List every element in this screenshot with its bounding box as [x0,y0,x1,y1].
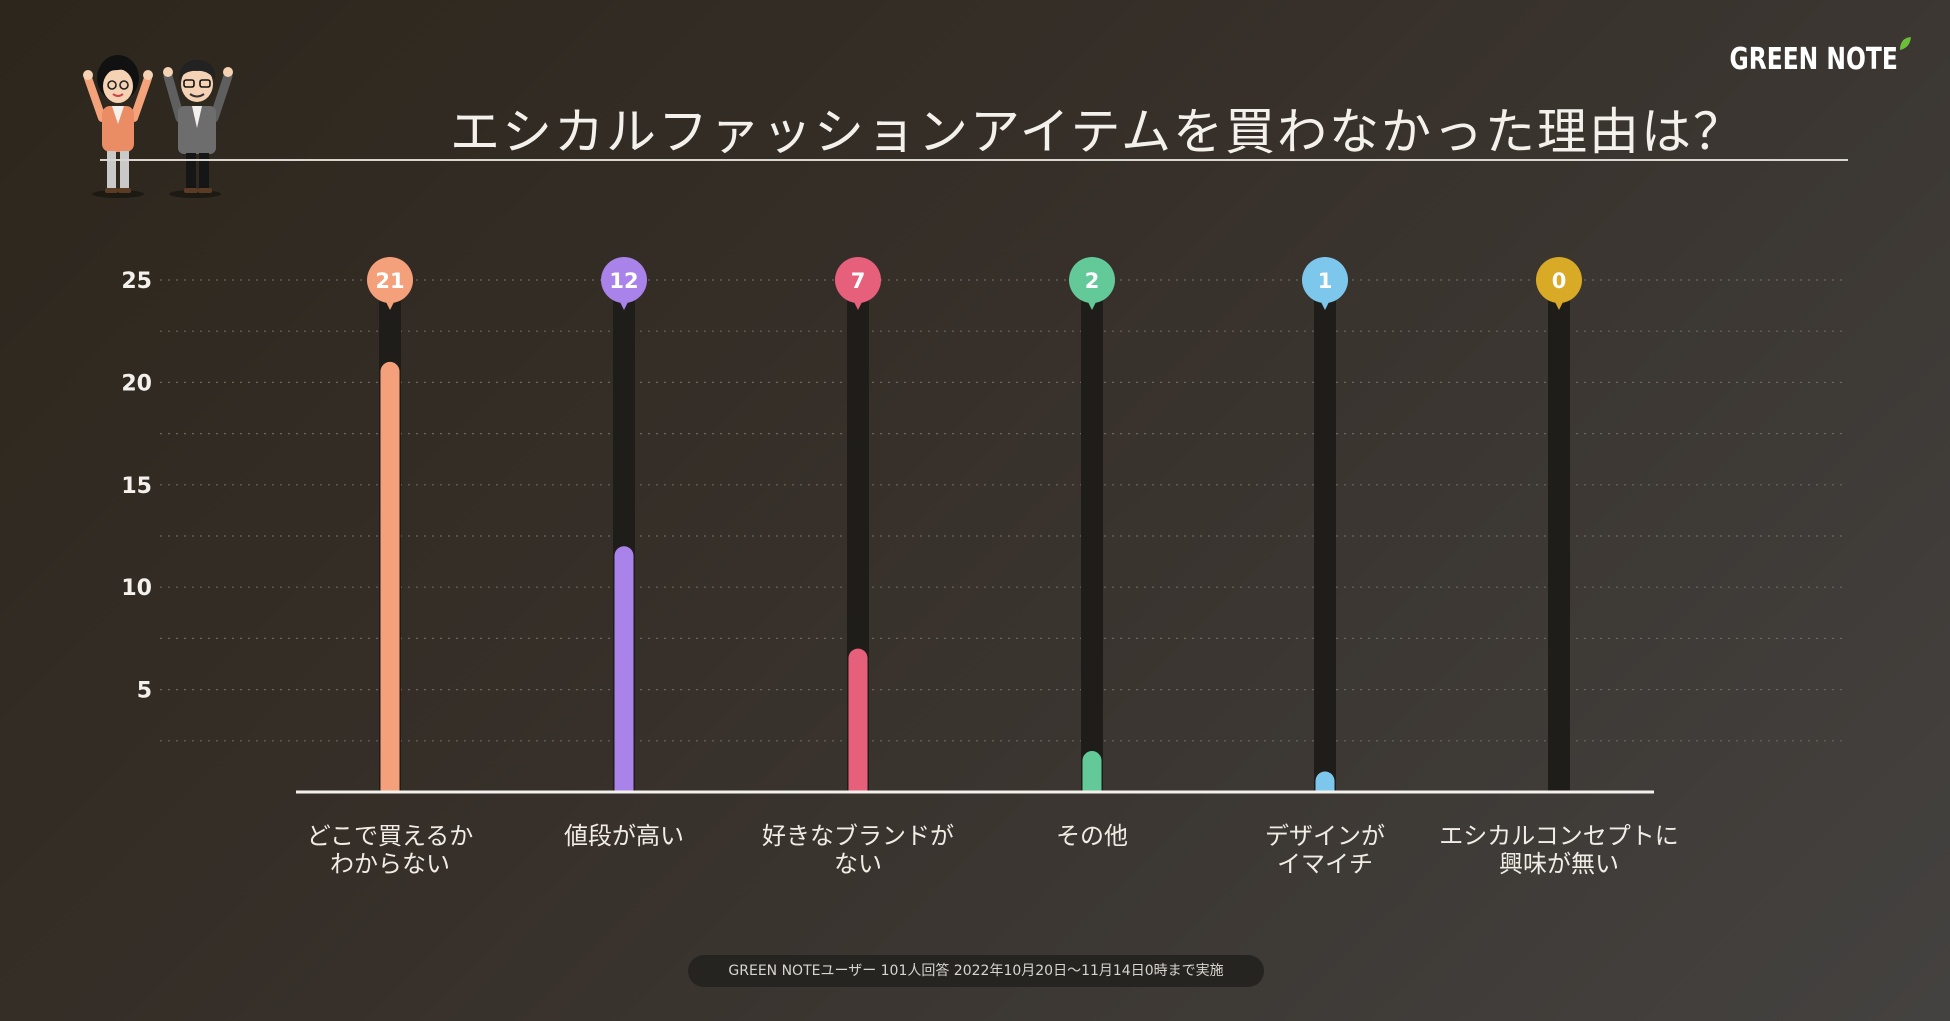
value-label: 21 [375,269,404,293]
value-label: 12 [609,269,638,293]
category-label: 好きなブランドが [762,822,954,850]
title-divider [100,159,1848,161]
value-label: 2 [1085,269,1100,293]
category-label: 値段が高い [564,822,684,850]
y-tick-label: 5 [137,679,152,704]
woman-figure-icon [83,55,153,193]
category-label: エシカルコンセプトに [1439,822,1679,850]
bar-base [380,780,400,792]
bar-track [1081,300,1103,792]
bar [848,648,868,792]
value-label: 1 [1318,269,1333,293]
category-label: ない [834,850,882,878]
category-label: イマイチ [1277,850,1373,878]
bar-base [848,780,868,792]
category-label: デザインが [1265,822,1385,850]
bar [380,361,400,792]
value-marker [1536,257,1582,303]
brand-logo: GREEN NOTE [1729,42,1898,77]
bar-base [1315,781,1335,792]
leaf-icon [1900,37,1911,50]
man-figure-icon [163,60,233,193]
value-marker [1069,257,1115,303]
bar [614,546,634,792]
mascots-illustration [80,48,240,202]
y-tick-label: 10 [121,576,152,601]
bar-base [614,780,634,792]
y-tick-label: 15 [121,474,152,499]
bar-track [1548,300,1570,792]
y-tick-label: 20 [121,371,152,396]
category-label: 興味が無い [1499,850,1619,878]
category-label: どこで買えるか [307,822,474,850]
value-marker [601,257,647,303]
value-marker [1302,257,1348,303]
y-tick-label: 25 [121,269,152,294]
category-label: その他 [1056,822,1128,850]
bar-track [1314,300,1336,792]
survey-footnote: GREEN NOTEユーザー 101人回答 2022年10月20日〜11月14日… [688,955,1264,987]
value-marker [367,257,413,303]
category-label: わからない [330,850,450,878]
value-label: 7 [851,269,866,293]
bar-base [1082,780,1102,792]
page-title: エシカルファッションアイテムを買わなかった理由は？ [450,103,1745,161]
value-label: 0 [1552,269,1567,293]
value-marker [835,257,881,303]
